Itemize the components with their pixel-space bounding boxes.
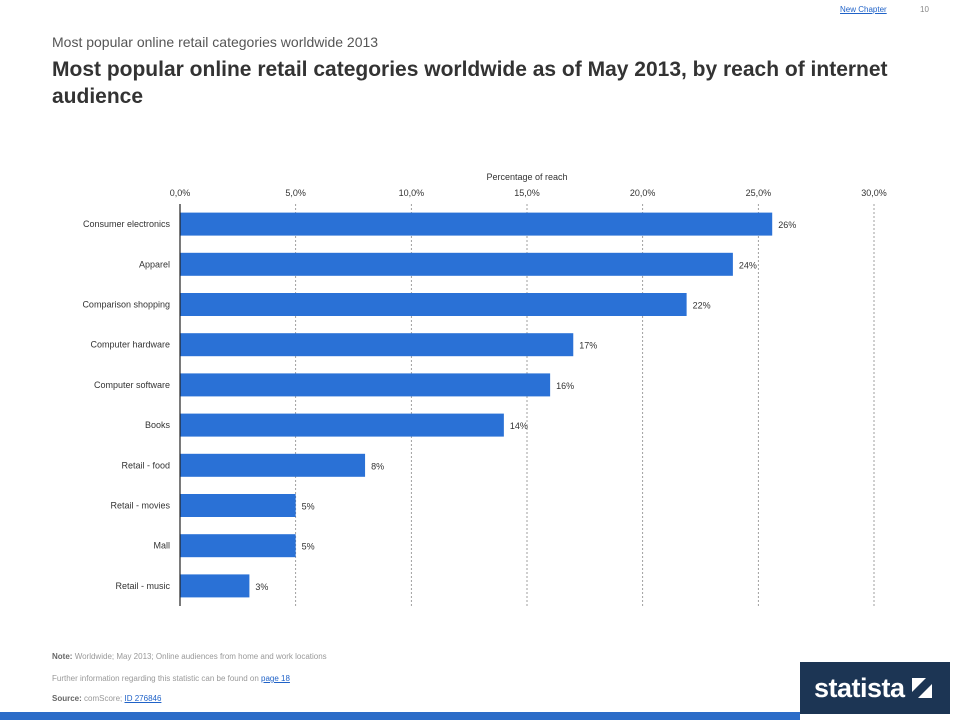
further-info-link[interactable]: page 18 (261, 674, 290, 683)
category-label: Apparel (139, 259, 170, 269)
bar-chart: Percentage of reach 0,0% 5,0% 10,0% 15,0% 20,… (82, 172, 887, 606)
x-tick-label: 30,0% (861, 188, 887, 198)
category-label: Retail - movies (110, 501, 170, 511)
bar (180, 212, 773, 236)
x-tick-label: 25,0% (746, 188, 772, 198)
note-label: Note: (52, 652, 73, 661)
bar (180, 494, 296, 517)
value-label: 24% (739, 260, 757, 270)
x-tick-label: 10,0% (399, 188, 425, 198)
page-title: Most popular online retail categories wo… (52, 58, 888, 108)
source-link[interactable]: ID 276846 (124, 694, 162, 703)
bar (180, 413, 504, 437)
new-chapter-link[interactable]: New Chapter (840, 5, 887, 14)
x-axis-label: Percentage of reach (486, 172, 567, 182)
bar (180, 333, 574, 357)
x-tick-label: 20,0% (630, 188, 656, 198)
bar (180, 453, 366, 477)
category-label: Mall (153, 541, 170, 551)
value-label: 14% (510, 421, 528, 431)
value-label: 22% (693, 301, 711, 311)
source-text: comScore; (84, 694, 123, 703)
x-tick-label: 15,0% (514, 188, 540, 198)
note-line: Note: Worldwide; May 2013; Online audien… (52, 652, 327, 661)
bar (180, 252, 733, 276)
page-subtitle: Most popular online retail categories wo… (52, 34, 379, 50)
category-label: Computer hardware (90, 340, 170, 350)
value-label: 16% (556, 381, 574, 391)
bottom-accent-bar (0, 712, 800, 720)
value-label: 17% (579, 341, 597, 351)
x-tick-label: 5,0% (285, 188, 306, 198)
further-info-text: Further information regarding this stati… (52, 674, 259, 683)
bar (180, 574, 250, 598)
category-label: Retail - food (121, 460, 170, 470)
statista-mark-icon (912, 678, 932, 698)
page-number: 10 (920, 5, 929, 14)
bar (180, 534, 296, 558)
category-label: Retail - music (115, 581, 170, 591)
x-tick-label: 0,0% (170, 188, 191, 198)
statista-logo: statista (800, 662, 950, 714)
category-label: Computer software (94, 380, 170, 390)
further-info-line: Further information regarding this stati… (52, 674, 290, 683)
value-label: 5% (302, 542, 315, 552)
source-line: Source: comScore; ID 276846 (52, 694, 161, 703)
value-label: 5% (302, 502, 315, 512)
category-label: Books (145, 420, 171, 430)
category-label: Consumer electronics (83, 219, 171, 229)
note-text: Worldwide; May 2013; Online audiences fr… (74, 652, 327, 661)
bar (180, 293, 687, 316)
bar (180, 373, 551, 397)
logo-text: statista (814, 673, 905, 703)
category-label: Comparison shopping (82, 300, 170, 310)
value-label: 26% (778, 220, 796, 230)
value-label: 3% (255, 582, 268, 592)
source-label: Source: (52, 694, 82, 703)
value-label: 8% (371, 461, 384, 471)
